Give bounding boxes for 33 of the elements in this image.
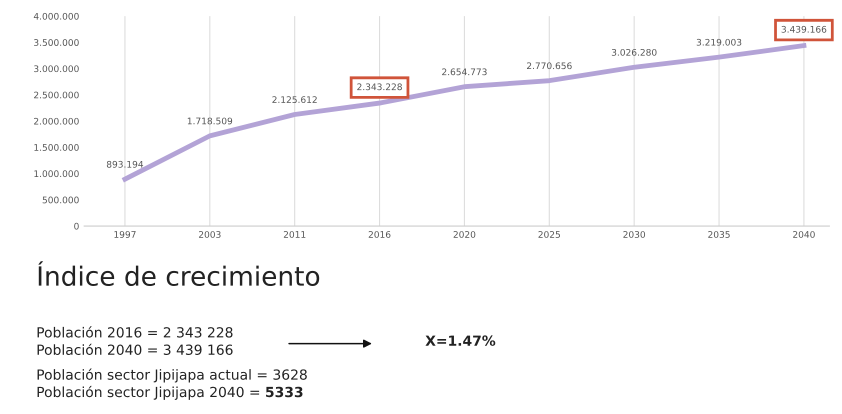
data-label: 1.718.509	[188, 118, 232, 124]
x-tick-label: 2030	[623, 231, 646, 238]
x-tick-label: 2003	[198, 231, 221, 238]
data-label: 893.194	[106, 160, 144, 168]
text: Población 2040 = 3 439 166	[38, 344, 233, 355]
y-tick-label: 3.500.000	[34, 39, 79, 46]
y-tick-label: 1.500.000	[34, 144, 79, 151]
x-tick-label: 2011	[284, 231, 306, 238]
x-tick-label: 2020	[454, 231, 476, 238]
x-tick-label: 2016	[368, 231, 390, 238]
data-label: 2.654.773	[442, 68, 487, 76]
x-tick-label: 2025	[538, 231, 560, 238]
x-tick-label: 2035	[708, 231, 730, 238]
data-label: 2.770.656	[526, 62, 572, 70]
text: X=1.47%	[425, 335, 496, 346]
annotation: 2.343.228	[357, 83, 402, 90]
y-tick-label: 1.000.000	[34, 170, 79, 178]
text: Población 2016 = 2 343 228	[38, 326, 233, 338]
text: Índice de crecimiento	[38, 261, 320, 286]
y-tick-label: 3.000.000	[34, 65, 79, 72]
annotation: 3.439.166	[782, 26, 826, 33]
y-tick-label: 4.000.000	[34, 12, 79, 20]
x-tick-label: 2040	[793, 231, 815, 238]
y-tick-label: 500.000	[42, 196, 79, 204]
y-tick-label: 2.500.000	[34, 92, 79, 98]
text: Población sector Jipijapa actual = 3628	[38, 368, 307, 383]
data-label: 3.219.003	[696, 38, 742, 46]
y-tick-label: 2.000.000	[34, 118, 79, 125]
text: Población sector Jipijapa 2040 = 5333	[38, 386, 303, 400]
y-tick-label: 0	[74, 222, 79, 230]
data-label: 3.026.280	[612, 48, 657, 56]
data-label: 2.125.612	[272, 96, 317, 104]
x-tick-label: 1997	[114, 231, 136, 238]
